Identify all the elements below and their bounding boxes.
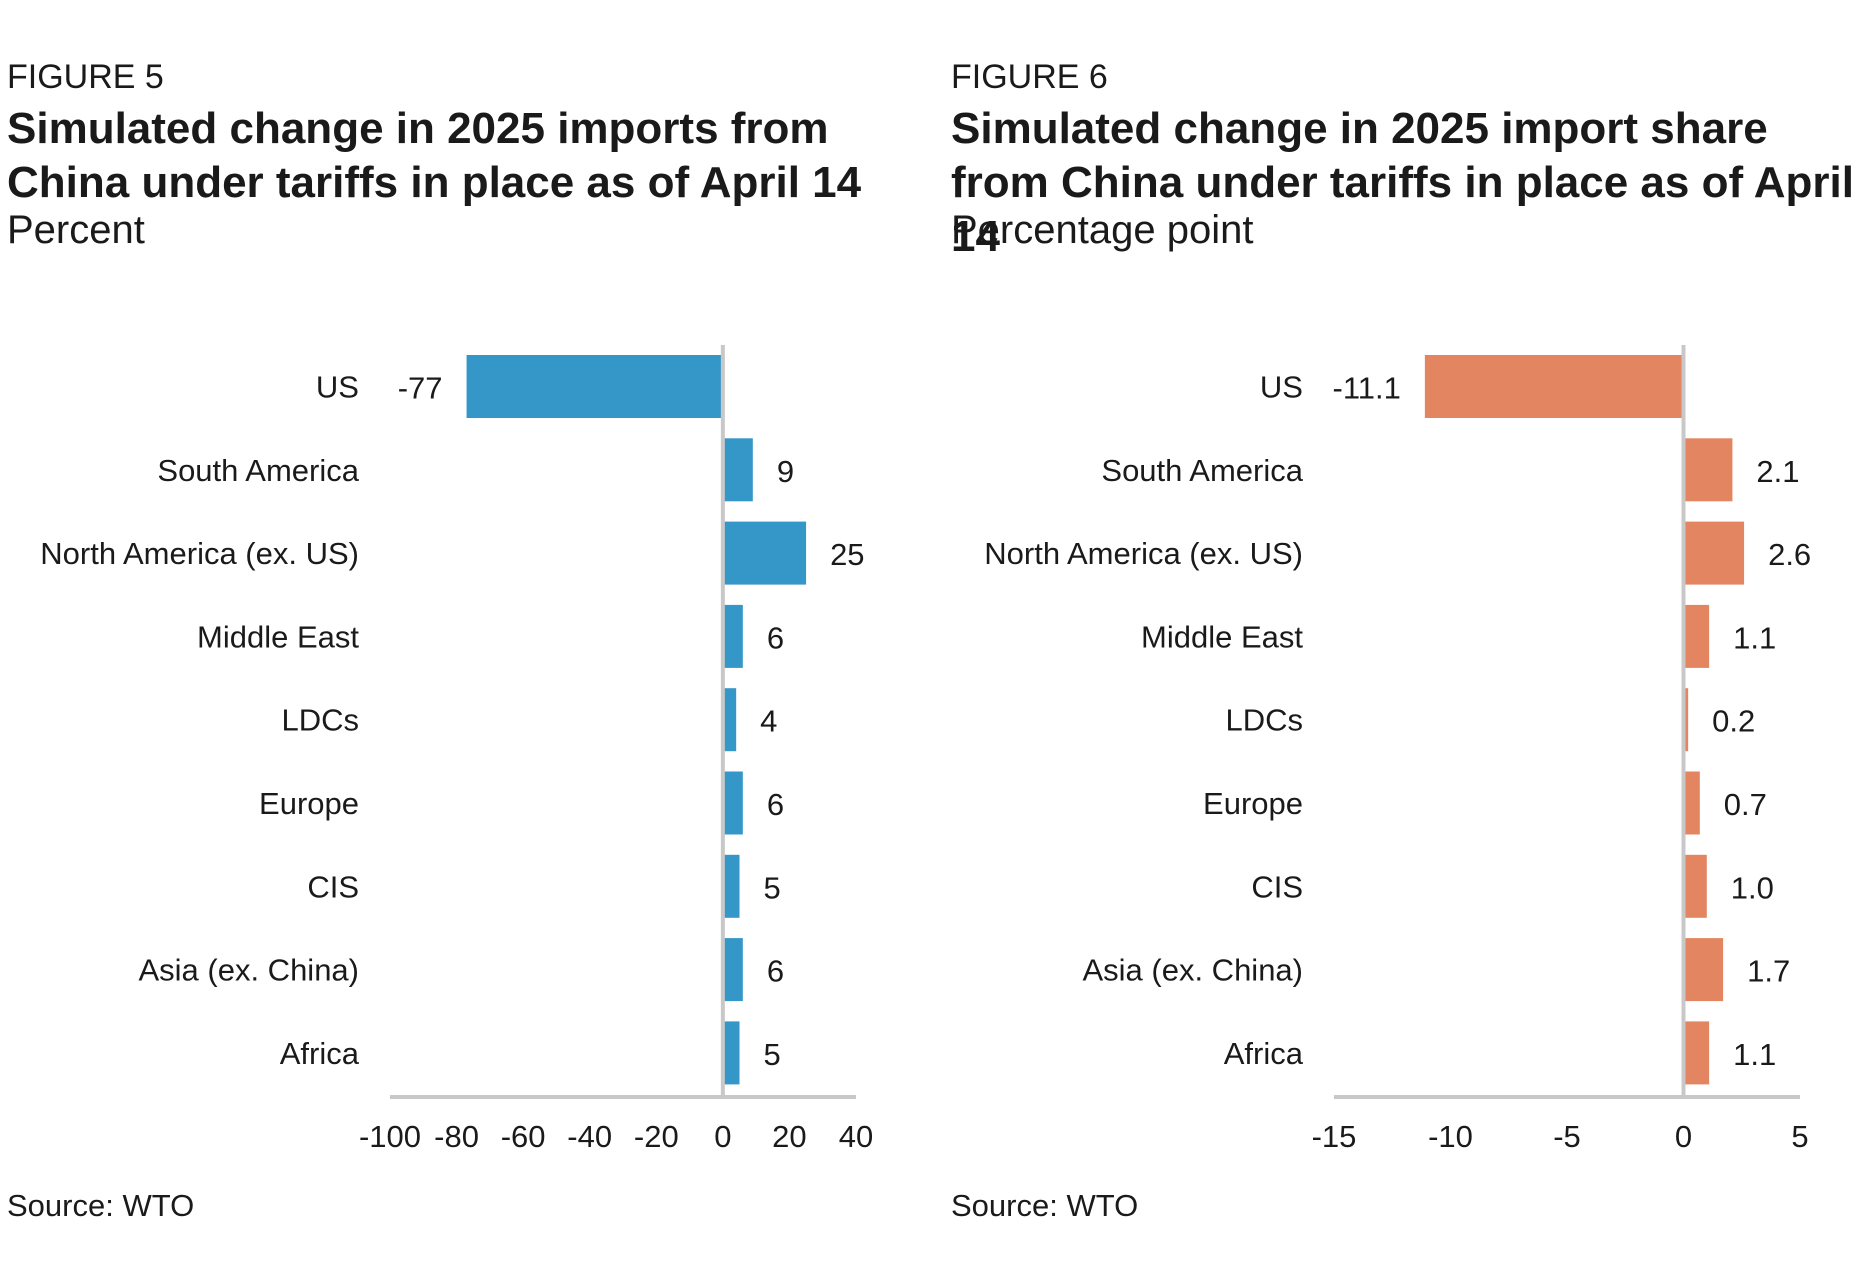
category-label: Asia (ex. China) xyxy=(1082,953,1303,988)
category-label: South America xyxy=(1101,453,1303,488)
x-tick-label: -60 xyxy=(501,1119,546,1154)
bar xyxy=(1683,1021,1710,1085)
x-tick-label: -80 xyxy=(434,1119,479,1154)
x-tick-label: 0 xyxy=(714,1119,731,1154)
bar xyxy=(1424,355,1684,418)
category-label: Africa xyxy=(1224,1036,1304,1071)
source-note: Source: WTO xyxy=(7,1188,195,1223)
category-label: LDCs xyxy=(281,703,359,738)
data-label: -11.1 xyxy=(1333,371,1401,406)
data-label: 5 xyxy=(764,870,781,905)
x-tick-label: -10 xyxy=(1428,1119,1473,1154)
figure-label: FIGURE 6 xyxy=(951,58,1108,96)
figure-5-panel: FIGURE 5 Simulated change in 2025 import… xyxy=(7,58,873,1223)
bar xyxy=(722,771,743,835)
chart-title: Simulated change in 2025 import share fr… xyxy=(951,104,1854,261)
x-tick-label: 0 xyxy=(1675,1119,1692,1154)
bar xyxy=(722,521,807,585)
data-label: 6 xyxy=(767,787,784,822)
bar xyxy=(722,438,753,502)
category-label: Africa xyxy=(280,1036,360,1071)
category-label: Europe xyxy=(1203,786,1303,821)
category-label: CIS xyxy=(307,869,359,904)
x-tick-label: 20 xyxy=(772,1119,806,1154)
figure-6-panel: FIGURE 6 Simulated change in 2025 import… xyxy=(944,0,1876,1269)
data-label: 5 xyxy=(764,1037,781,1072)
data-label: 0.2 xyxy=(1712,704,1755,739)
x-tick-label: -5 xyxy=(1553,1119,1581,1154)
category-label: Middle East xyxy=(197,619,359,654)
bar-chart-imports: US -77 South America 9 North America (ex. US… xyxy=(40,345,873,1154)
bar xyxy=(1683,688,1689,752)
bar xyxy=(1683,854,1707,918)
category-label: US xyxy=(316,370,359,405)
data-label: 9 xyxy=(777,454,794,489)
chart-title: Simulated change in 2025 imports from Ch… xyxy=(7,104,862,207)
bar-chart-import-share: US -11.1 South America 2.1 North America (ex… xyxy=(984,345,1811,1154)
source-note: Source: WTO xyxy=(951,1188,1139,1223)
x-tick-label: 5 xyxy=(1791,1119,1808,1154)
category-label: US xyxy=(1260,370,1303,405)
bar xyxy=(722,688,737,752)
data-label: 4 xyxy=(760,704,777,739)
category-label: South America xyxy=(157,453,359,488)
figure-label: FIGURE 5 xyxy=(7,58,164,96)
bar xyxy=(1683,438,1733,502)
x-tick-label: -40 xyxy=(567,1119,612,1154)
data-label: 25 xyxy=(830,537,864,572)
bar xyxy=(466,355,723,418)
bar xyxy=(1683,604,1710,668)
data-label: 1.7 xyxy=(1747,954,1790,989)
category-label: Europe xyxy=(259,786,359,821)
category-label: North America (ex. US) xyxy=(40,536,359,571)
data-label: 1.1 xyxy=(1733,1037,1776,1072)
bar xyxy=(1683,521,1745,585)
data-label: 2.6 xyxy=(1768,537,1811,572)
data-label: 0.7 xyxy=(1724,787,1767,822)
category-label: LDCs xyxy=(1225,703,1303,738)
bar xyxy=(722,604,743,668)
data-label: -77 xyxy=(398,371,443,406)
category-label: Middle East xyxy=(1141,619,1303,654)
category-label: Asia (ex. China) xyxy=(138,953,359,988)
bar xyxy=(722,1021,740,1085)
x-tick-label: -15 xyxy=(1312,1119,1357,1154)
x-tick-label: -100 xyxy=(359,1119,421,1154)
category-label: CIS xyxy=(1251,869,1303,904)
data-label: 1.1 xyxy=(1733,620,1776,655)
bar xyxy=(722,938,743,1002)
bar xyxy=(722,854,740,918)
x-tick-label: 40 xyxy=(839,1119,873,1154)
data-label: 1.0 xyxy=(1731,870,1774,905)
bar xyxy=(1683,771,1700,835)
chart-unit: Percentage point xyxy=(951,208,1254,252)
data-label: 6 xyxy=(767,620,784,655)
chart-unit: Percent xyxy=(7,208,145,252)
x-tick-label: -20 xyxy=(634,1119,679,1154)
bar xyxy=(1683,938,1724,1002)
category-label: North America (ex. US) xyxy=(984,536,1303,571)
data-label: 6 xyxy=(767,954,784,989)
data-label: 2.1 xyxy=(1756,454,1799,489)
